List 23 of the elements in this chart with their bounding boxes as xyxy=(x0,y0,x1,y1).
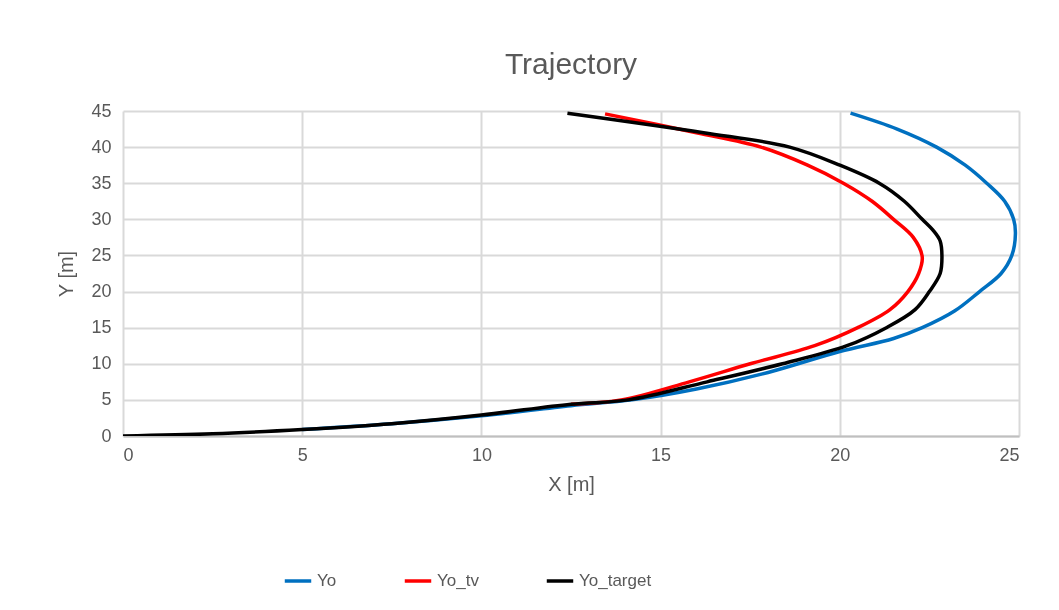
y-tick-label: 5 xyxy=(101,389,112,410)
y-tick-label: 25 xyxy=(91,244,112,265)
legend-label: Yo_tv xyxy=(437,571,480,590)
y-tick-label: 0 xyxy=(101,425,112,446)
x-tick-label: 10 xyxy=(471,444,492,465)
legend-label: Yo xyxy=(317,571,337,590)
y-tick-label: 15 xyxy=(91,317,112,338)
x-tick-label: 20 xyxy=(830,444,851,465)
line-series xyxy=(123,111,944,436)
y-tick-label: 35 xyxy=(91,172,112,193)
x-tick-label: 15 xyxy=(651,444,672,465)
chart-title: Trajectory xyxy=(504,47,638,80)
y-tick-label: 30 xyxy=(91,208,112,229)
x-tick-label: 0 xyxy=(123,444,134,465)
y-tick-label: 40 xyxy=(91,136,112,157)
y-tick-label: 20 xyxy=(91,281,112,302)
y-tick-label: 45 xyxy=(91,100,112,121)
y-axis-title: Y [m] xyxy=(55,250,78,298)
x-axis-title: X [m] xyxy=(548,472,595,495)
x-tick-label: 25 xyxy=(999,444,1020,465)
legend-label: Yo_target xyxy=(579,571,652,590)
y-tick-label: 10 xyxy=(91,353,112,374)
x-tick-label: 5 xyxy=(297,444,308,465)
